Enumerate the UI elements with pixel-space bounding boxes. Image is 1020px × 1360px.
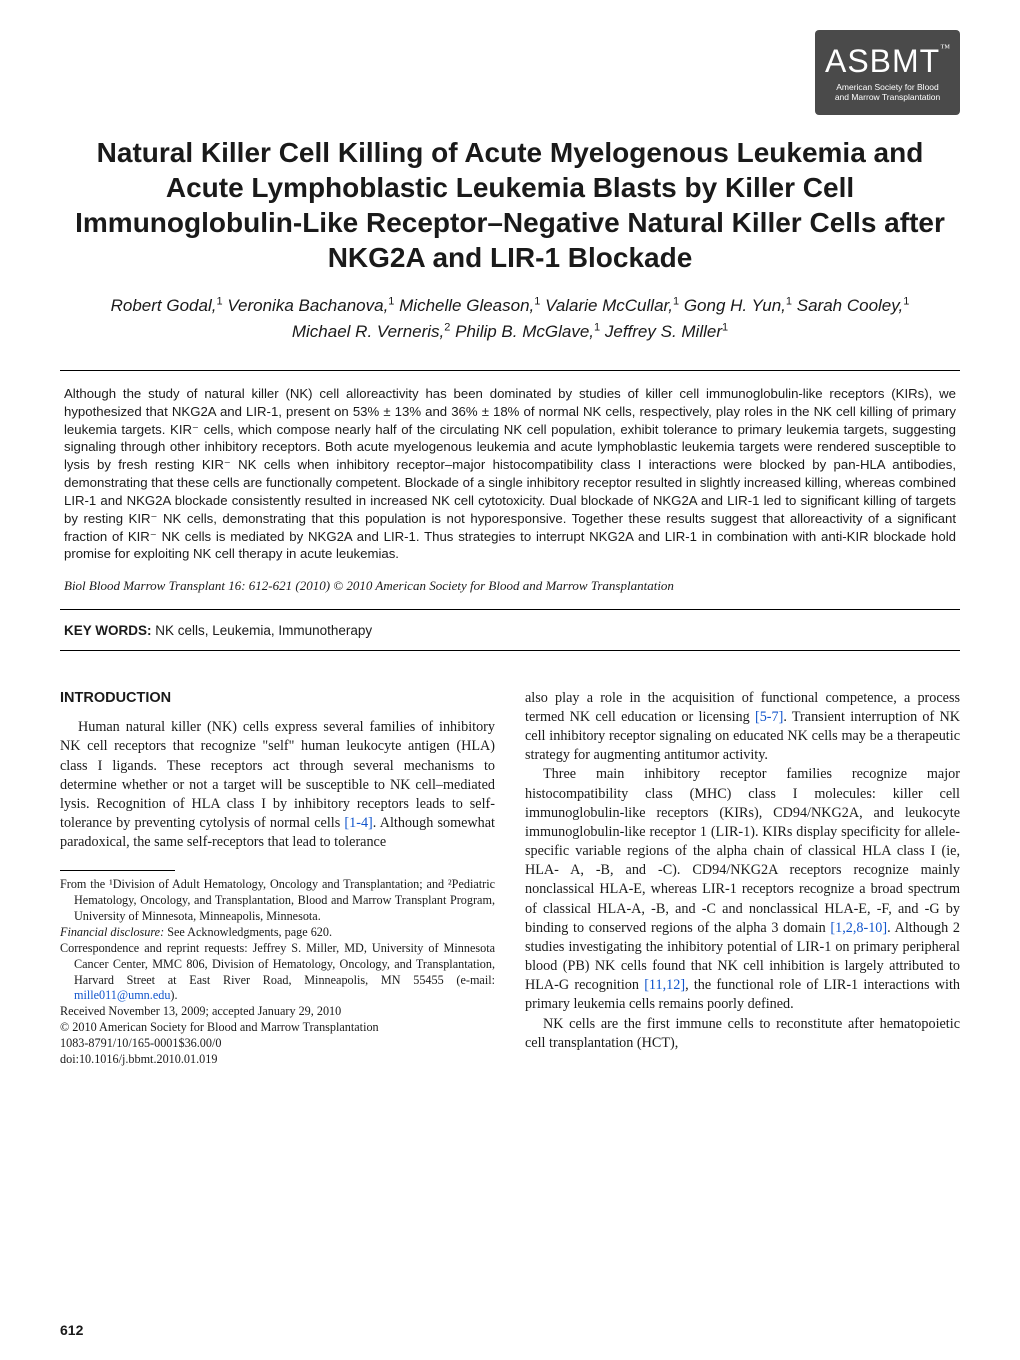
abstract-text: Although the study of natural killer (NK… [64, 386, 956, 561]
abstract-box: Although the study of natural killer (NK… [60, 370, 960, 610]
intro-paragraph-1-cont: also play a role in the acquisition of f… [525, 689, 960, 766]
logo-text: ASBMT™ [825, 43, 950, 80]
email-link[interactable]: mille011@umn.edu [74, 988, 170, 1002]
logo-tm: ™ [940, 43, 950, 54]
page-number: 612 [60, 1322, 83, 1338]
keywords-label: KEY WORDS: [64, 623, 152, 638]
footnotes-block: From the ¹Division of Adult Hematology, … [60, 877, 495, 1067]
doi-line: doi:10.1016/j.bbmt.2010.01.019 [60, 1052, 495, 1068]
keywords-row: KEY WORDS: NK cells, Leukemia, Immunothe… [60, 613, 960, 651]
issn-line: 1083-8791/10/165-0001$36.00/0 [60, 1036, 495, 1052]
reference-link[interactable]: [1,2,8-10] [830, 920, 887, 936]
intro-paragraph-2: Three main inhibitory receptor families … [525, 765, 960, 1014]
reference-link[interactable]: [5-7] [755, 709, 783, 725]
author-list: Robert Godal,1 Veronika Bachanova,1 Mich… [85, 293, 935, 344]
keywords-text: NK cells, Leukemia, Immunotherapy [155, 623, 372, 638]
financial-disclosure: Financial disclosure: See Acknowledgment… [60, 925, 495, 941]
reference-link[interactable]: [1-4] [344, 815, 372, 831]
intro-paragraph-1: Human natural killer (NK) cells express … [60, 718, 495, 852]
citation-line: Biol Blood Marrow Transplant 16: 612-621… [64, 577, 956, 595]
publisher-logo: ASBMT™ American Society for Blood and Ma… [815, 30, 960, 115]
intro-paragraph-3: NK cells are the first immune cells to r… [525, 1015, 960, 1053]
left-column: INTRODUCTION Human natural killer (NK) c… [60, 689, 495, 1068]
logo-acronym: ASBMT [825, 43, 940, 79]
section-heading: INTRODUCTION [60, 689, 495, 709]
reference-link[interactable]: [11,12] [644, 977, 685, 993]
affiliation-note: From the ¹Division of Adult Hematology, … [60, 877, 495, 925]
footnote-rule [60, 870, 175, 871]
body-columns: INTRODUCTION Human natural killer (NK) c… [60, 689, 960, 1068]
copyright-line: © 2010 American Society for Blood and Ma… [60, 1020, 495, 1036]
correspondence-note: Correspondence and reprint requests: Jef… [60, 941, 495, 1004]
logo-subtitle: American Society for Blood and Marrow Tr… [835, 82, 940, 102]
article-title: Natural Killer Cell Killing of Acute Mye… [70, 135, 950, 275]
received-date: Received November 13, 2009; accepted Jan… [60, 1004, 495, 1020]
right-column: also play a role in the acquisition of f… [525, 689, 960, 1068]
